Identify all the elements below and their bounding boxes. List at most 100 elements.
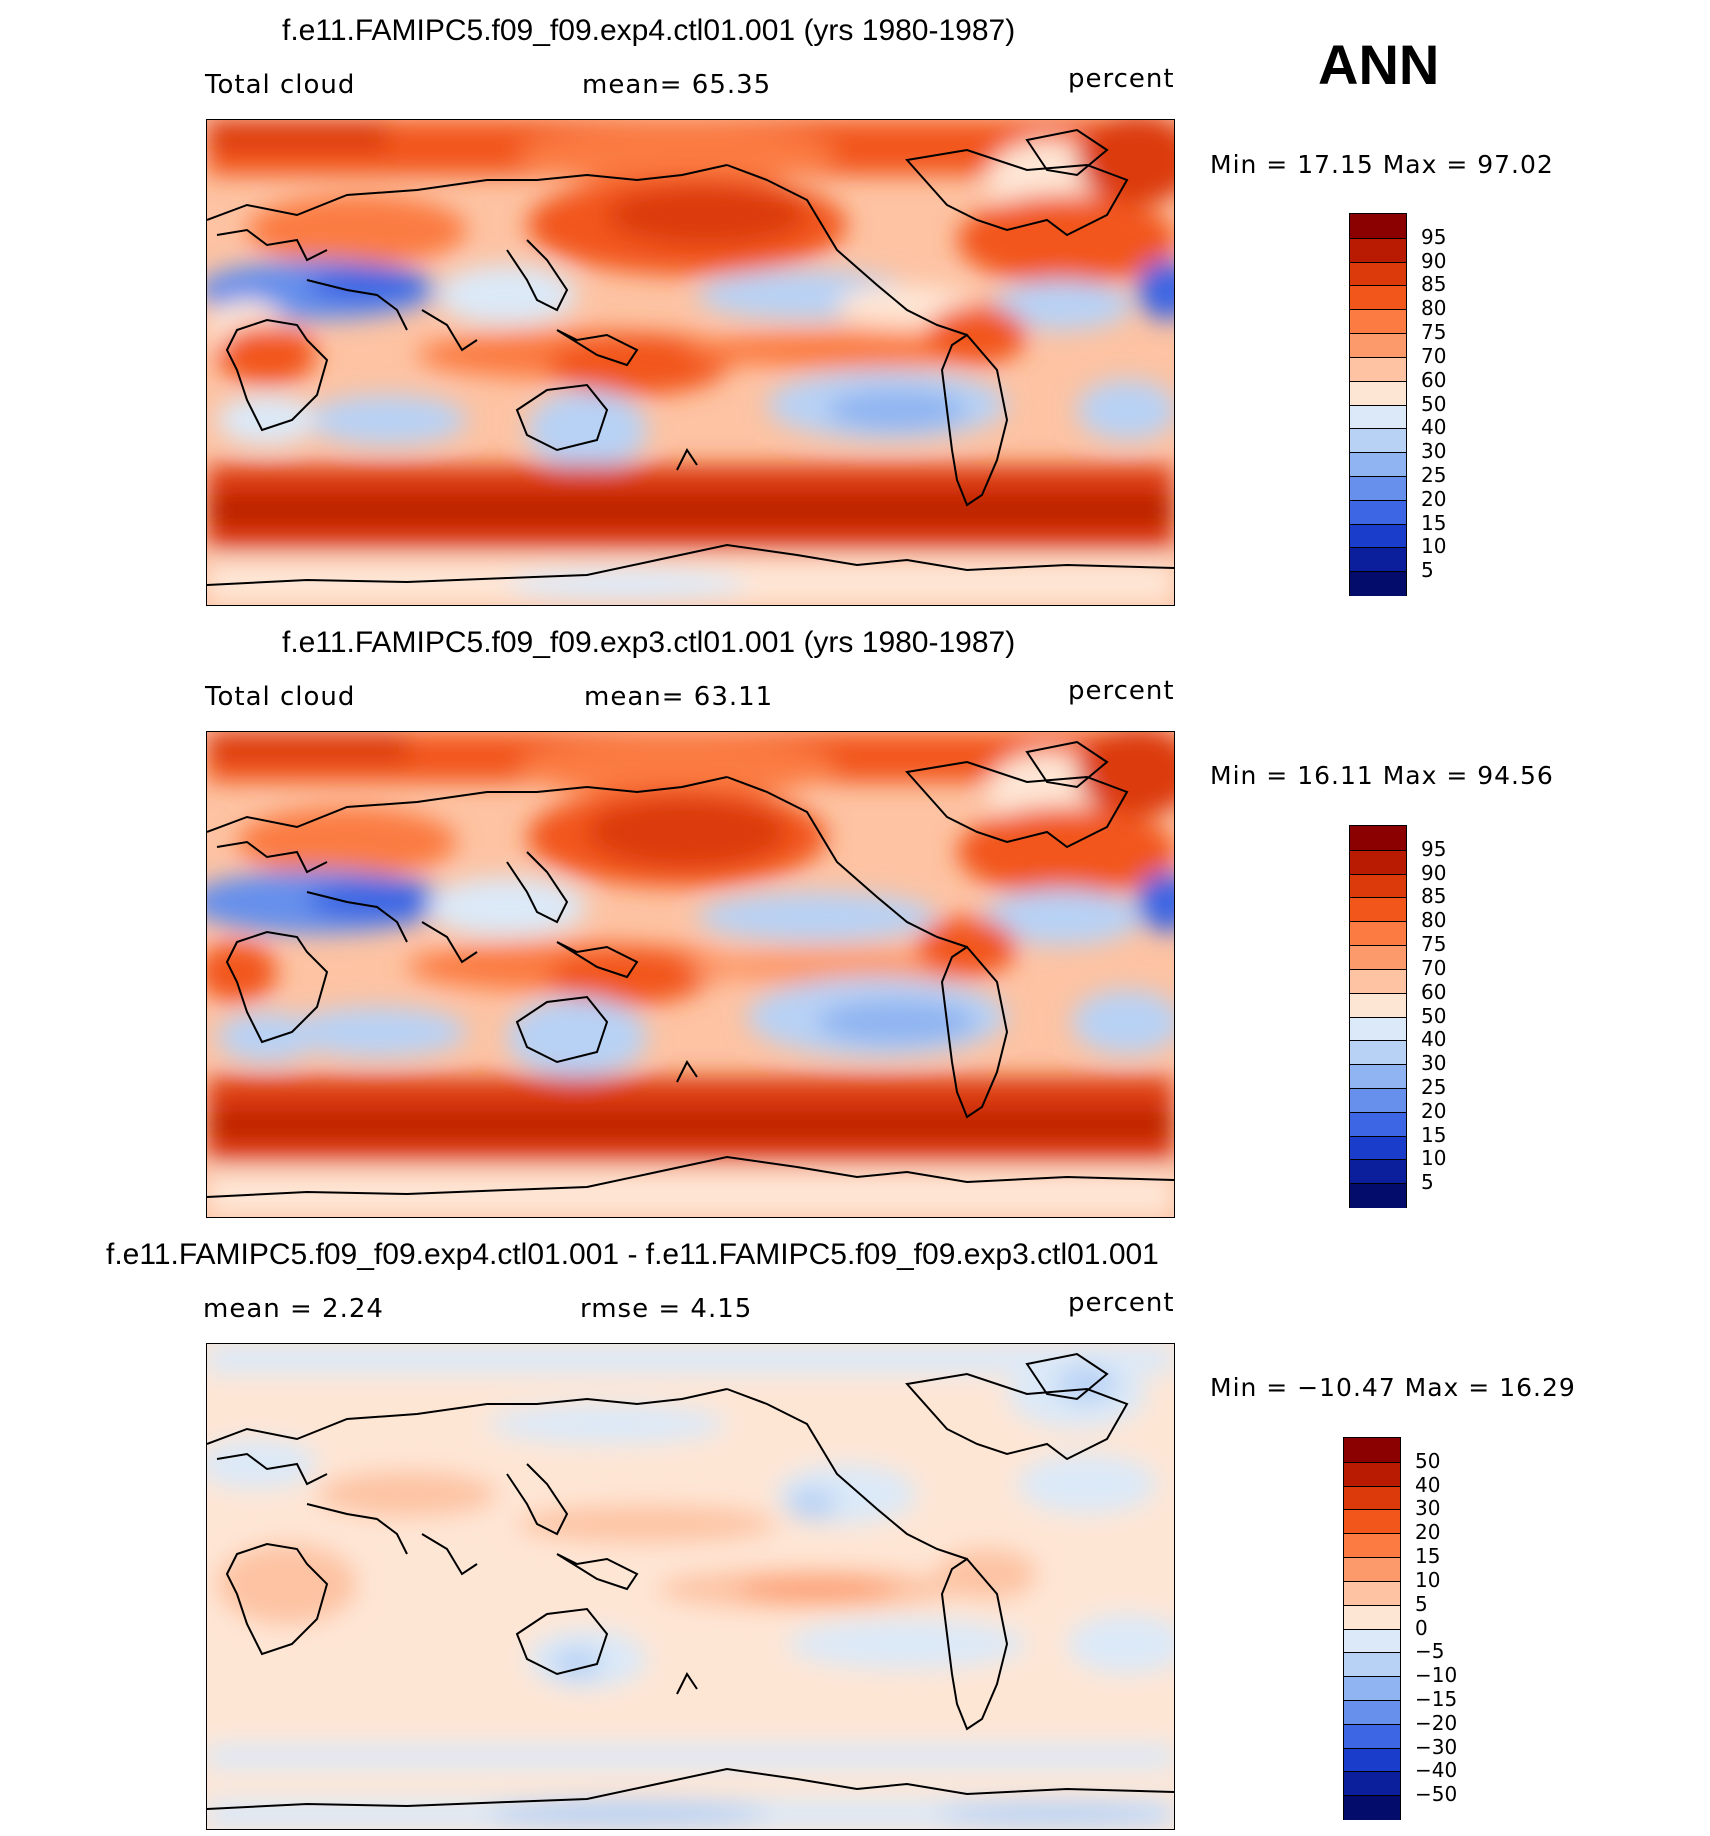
colorbar-tick-label: 40 [1421, 1027, 1447, 1052]
colorbar-tick-label: 30 [1421, 1051, 1447, 1076]
contour-map [207, 732, 1174, 1217]
map-plot [206, 119, 1175, 606]
colorbar-swatch [1344, 1699, 1400, 1725]
difference-map [207, 1344, 1174, 1829]
colorbar-tick-label: 5 [1421, 1170, 1434, 1195]
colorbar-tick-label: 90 [1421, 248, 1447, 273]
colorbar-swatch [1350, 1016, 1406, 1042]
colorbar-swatch [1350, 826, 1406, 850]
units-label: percent [1068, 64, 1175, 94]
colorbar-swatch [1350, 873, 1406, 899]
colorbar-tick-label: 60 [1421, 367, 1447, 392]
colorbar-tick-label: 0 [1415, 1615, 1428, 1640]
colorbar-swatch [1350, 499, 1406, 525]
colorbar-swatch [1350, 237, 1406, 263]
colorbar-tick-label: 10 [1415, 1567, 1441, 1592]
colorbar-tick-label: 95 [1421, 224, 1447, 249]
colorbar-tick-label: 50 [1421, 1003, 1447, 1028]
colorbar-tick-label: 15 [1415, 1544, 1441, 1569]
colorbar-tick-label: 50 [1415, 1448, 1441, 1473]
colorbar-tick-label: −50 [1415, 1782, 1458, 1807]
panel-title: f.e11.FAMIPC5.f09_f09.exp4.ctl01.001 (yr… [282, 14, 1016, 47]
panel-title: f.e11.FAMIPC5.f09_f09.exp4.ctl01.001 - f… [106, 1238, 1159, 1271]
colorbar-tick-label: 85 [1421, 272, 1447, 297]
colorbar-swatch [1344, 1604, 1400, 1630]
colorbar-tick-label: −10 [1415, 1663, 1458, 1688]
variable-label: Total cloud [205, 70, 356, 100]
colorbar-swatch [1350, 897, 1406, 923]
colorbar-tick-label: 20 [1415, 1520, 1441, 1545]
colorbar-tick-label: 30 [1421, 439, 1447, 464]
colorbar-tick-label: 80 [1421, 296, 1447, 321]
colorbar-swatch [1350, 214, 1406, 238]
colorbar-tick-label: 10 [1421, 1146, 1447, 1171]
colorbar-swatch [1344, 1557, 1400, 1582]
colorbar-swatch [1344, 1771, 1400, 1797]
colorbar-swatch [1350, 1064, 1406, 1089]
colorbar-tick-label: 5 [1415, 1591, 1428, 1616]
colorbar-swatch [1344, 1485, 1400, 1511]
map-plot [206, 1343, 1175, 1830]
colorbar-swatch [1350, 452, 1406, 477]
colorbar-swatch [1350, 1087, 1406, 1113]
contour-map [207, 120, 1174, 605]
map-plot [206, 731, 1175, 1218]
colorbar-tick-label: 90 [1421, 860, 1447, 885]
min-max-label: Min = 16.11 Max = 94.56 [1210, 761, 1554, 790]
colorbar-swatch [1350, 428, 1406, 454]
units-label: percent [1068, 676, 1175, 706]
colorbar [1349, 213, 1407, 596]
min-max-label: Min = −10.47 Max = 16.29 [1210, 1373, 1576, 1402]
colorbar-tick-label: 20 [1421, 486, 1447, 511]
colorbar-swatch [1350, 523, 1406, 549]
season-label: ANN [1318, 33, 1440, 96]
colorbar-swatch [1344, 1580, 1400, 1606]
colorbar-swatch [1350, 968, 1406, 994]
colorbar-swatch [1344, 1461, 1400, 1487]
colorbar-swatch [1350, 1183, 1406, 1208]
colorbar-tick-label: 50 [1421, 391, 1447, 416]
colorbar-swatch [1350, 404, 1406, 430]
colorbar-tick-label: 5 [1421, 558, 1434, 583]
colorbar-tick-label: 25 [1421, 462, 1447, 487]
colorbar-swatch [1350, 380, 1406, 406]
variable-label: Total cloud [205, 682, 356, 712]
colorbar-swatch [1344, 1747, 1400, 1773]
colorbar-swatch [1350, 333, 1406, 358]
colorbar-tick-label: −15 [1415, 1686, 1458, 1711]
colorbar-tick-label: −5 [1415, 1639, 1445, 1664]
colorbar-tick-label: 40 [1415, 1472, 1441, 1497]
colorbar-swatch [1350, 356, 1406, 382]
colorbar-tick-label: 10 [1421, 534, 1447, 559]
mean-label: mean= 63.11 [584, 682, 774, 712]
colorbar-tick-label: 40 [1421, 415, 1447, 440]
colorbar-swatch [1350, 1040, 1406, 1066]
panel-title: f.e11.FAMIPC5.f09_f09.exp3.ctl01.001 (yr… [282, 626, 1016, 659]
colorbar-swatch [1344, 1795, 1400, 1820]
colorbar-swatch [1344, 1628, 1400, 1654]
colorbar-swatch [1350, 475, 1406, 501]
colorbar-tick-label: 30 [1415, 1496, 1441, 1521]
colorbar-tick-label: 15 [1421, 1122, 1447, 1147]
colorbar-swatch [1350, 1111, 1406, 1137]
colorbar-swatch [1350, 921, 1406, 947]
colorbar-swatch [1350, 547, 1406, 573]
colorbar-tick-label: 25 [1421, 1074, 1447, 1099]
colorbar-tick-label: −20 [1415, 1710, 1458, 1735]
units-label: percent [1068, 1288, 1175, 1318]
colorbar-tick-label: 75 [1421, 932, 1447, 957]
colorbar-swatch [1344, 1533, 1400, 1559]
colorbar-swatch [1350, 849, 1406, 875]
rmse-label: rmse = 4.15 [580, 1294, 753, 1324]
colorbar-swatch [1350, 571, 1406, 596]
mean-label: mean= 65.35 [582, 70, 772, 100]
colorbar-tick-label: 80 [1421, 908, 1447, 933]
colorbar-tick-label: 70 [1421, 343, 1447, 368]
colorbar-swatch [1350, 1159, 1406, 1185]
colorbar-tick-label: 75 [1421, 320, 1447, 345]
colorbar-tick-label: −40 [1415, 1758, 1458, 1783]
colorbar-swatch [1344, 1652, 1400, 1678]
colorbar-swatch [1344, 1509, 1400, 1535]
colorbar-swatch [1344, 1676, 1400, 1701]
colorbar-tick-label: 70 [1421, 955, 1447, 980]
